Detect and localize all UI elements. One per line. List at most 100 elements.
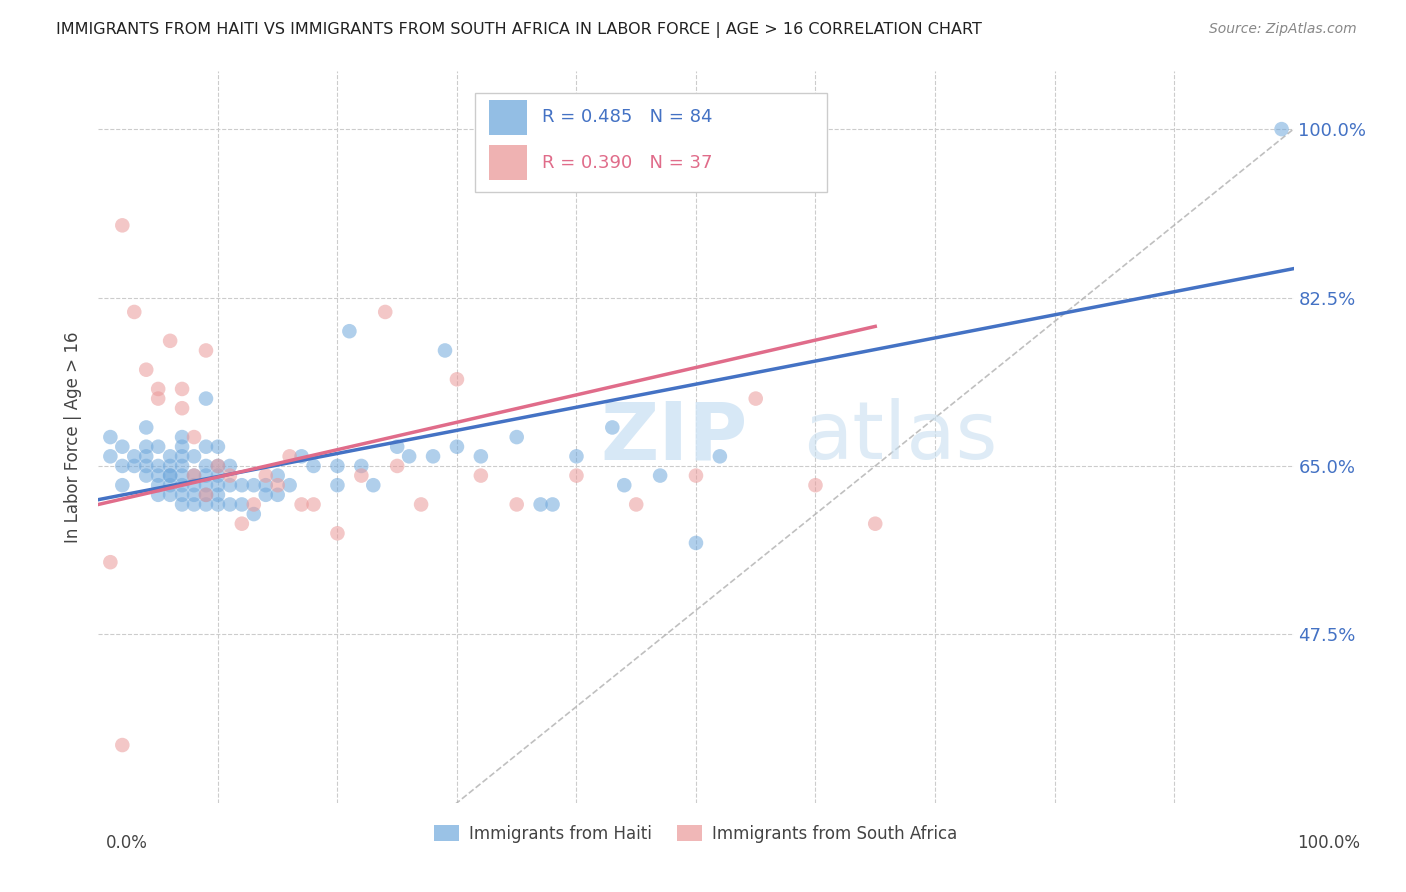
Point [195,440,218,454]
FancyBboxPatch shape [475,94,827,192]
Point [148,488,170,502]
Text: 100.0%: 100.0% [1298,834,1360,852]
Point [541,498,564,512]
Legend: Immigrants from Haiti, Immigrants from South Africa: Immigrants from Haiti, Immigrants from S… [427,818,965,849]
Point [613,478,636,492]
Point [350,458,373,473]
Point [172,458,194,473]
Point [124,458,146,473]
Point [243,507,266,521]
Point [278,478,301,492]
Point [326,458,349,473]
Point [326,526,349,541]
Text: IMMIGRANTS FROM HAITI VS IMMIGRANTS FROM SOUTH AFRICA IN LABOR FORCE | AGE > 16 : IMMIGRANTS FROM HAITI VS IMMIGRANTS FROM… [56,22,983,38]
Point [446,440,468,454]
Text: atlas: atlas [804,398,998,476]
Point [219,498,242,512]
Point [111,478,134,492]
Point [111,458,134,473]
Point [172,430,194,444]
Point [398,450,420,464]
Point [709,450,731,464]
Bar [489,100,527,135]
Point [339,324,361,338]
Point [385,440,409,454]
Point [207,468,229,483]
Point [267,488,290,502]
Point [111,219,134,233]
Point [243,478,266,492]
Point [231,498,253,512]
Point [98,430,122,444]
Point [111,440,134,454]
Point [183,430,205,444]
Point [135,440,157,454]
Point [267,478,290,492]
Point [865,516,887,531]
Point [172,488,194,502]
Point [231,478,253,492]
Point [422,450,444,464]
Point [195,392,218,406]
Point [183,498,205,512]
Point [434,343,457,358]
Point [207,478,229,492]
Point [302,458,325,473]
Point [98,450,122,464]
Point [291,450,314,464]
Point [470,450,492,464]
Point [602,420,624,434]
Point [183,450,205,464]
Point [1271,122,1294,136]
Point [124,305,146,319]
Point [626,498,648,512]
Point [172,401,194,416]
Point [172,382,194,396]
Text: R = 0.390   N = 37: R = 0.390 N = 37 [541,153,713,171]
Y-axis label: In Labor Force | Age > 16: In Labor Force | Age > 16 [63,331,82,543]
Point [135,450,157,464]
Point [159,458,181,473]
Point [183,468,205,483]
Point [243,498,266,512]
Text: R = 0.485   N = 84: R = 0.485 N = 84 [541,108,713,127]
Point [685,536,707,550]
Point [195,468,218,483]
Point [172,450,194,464]
Point [172,468,194,483]
Point [195,488,218,502]
Point [267,468,290,483]
Point [159,478,181,492]
Point [470,468,492,483]
Point [183,468,205,483]
Point [326,478,349,492]
Point [148,382,170,396]
Point [254,478,277,492]
Point [350,468,373,483]
Point [291,498,314,512]
Point [530,498,553,512]
Point [172,478,194,492]
Point [159,488,181,502]
Point [565,468,588,483]
Point [148,468,170,483]
Point [135,420,157,434]
Point [148,478,170,492]
Point [195,343,218,358]
Point [446,372,468,386]
Point [363,478,385,492]
Point [195,478,218,492]
Text: ZIP: ZIP [600,398,748,476]
Point [159,468,181,483]
Point [135,362,157,376]
Point [302,498,325,512]
Point [374,305,396,319]
Point [565,450,588,464]
Point [219,468,242,483]
Point [124,450,146,464]
Point [745,392,768,406]
Point [98,555,122,569]
Point [207,498,229,512]
Point [254,468,277,483]
Point [411,498,433,512]
